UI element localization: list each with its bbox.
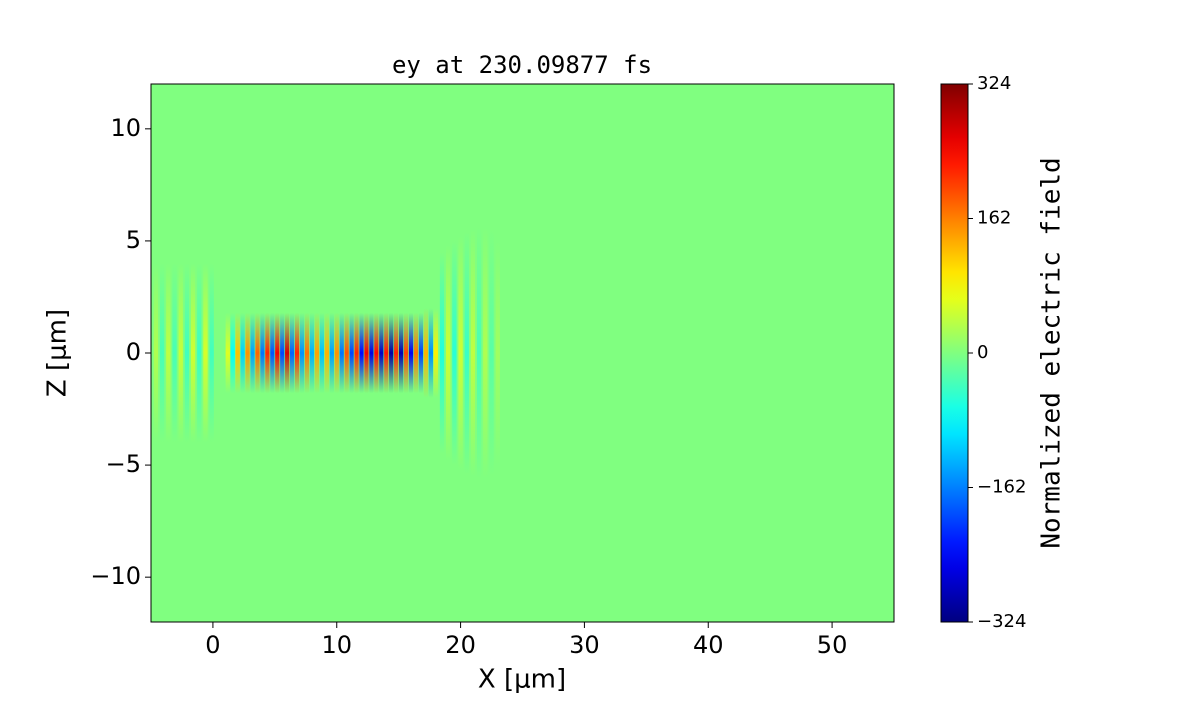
x-tick-label: 50 (817, 631, 848, 659)
y-tick-label: 10 (110, 114, 141, 142)
field-stripe (439, 252, 445, 454)
field-stripe (250, 312, 255, 394)
field-stripe (403, 312, 409, 394)
field-stripe (203, 263, 208, 443)
field-stripe (304, 312, 310, 394)
field-stripe (433, 308, 438, 398)
field-stripe (483, 227, 488, 479)
colorbar-tick-label: 162 (977, 208, 1011, 229)
field-stripe (384, 312, 389, 394)
field-stripe (178, 263, 183, 443)
field-stripe (359, 312, 364, 394)
field-stripe (379, 312, 384, 394)
field-stripe (329, 312, 334, 394)
field-stripe (369, 312, 374, 394)
field-stripe (153, 263, 159, 443)
field-stripe (209, 263, 214, 443)
field-stripe (280, 312, 285, 394)
colorbar-tick-label: −162 (977, 477, 1026, 498)
field-stripe (197, 263, 202, 443)
field-stripe (418, 312, 424, 394)
y-tick-label: −10 (90, 562, 141, 590)
field-stripe (275, 312, 280, 394)
field-stripe (476, 227, 482, 479)
field-stripe (470, 229, 476, 477)
field-stripe (495, 240, 500, 466)
colorbar-label: Normalized electric field (1037, 157, 1067, 548)
field-stripe (319, 312, 325, 394)
x-tick-label: 10 (321, 631, 352, 659)
colorbar-tick-label: 324 (977, 73, 1011, 94)
field (153, 227, 500, 479)
field-stripe (413, 312, 419, 394)
x-tick-label: 0 (205, 631, 220, 659)
field-stripe (270, 312, 275, 394)
field-stripe (489, 229, 494, 477)
colorbar (940, 83, 969, 623)
field-stripe (260, 312, 265, 394)
field-stripe (294, 312, 300, 394)
field-stripe (235, 312, 240, 394)
x-tick-label: 30 (569, 631, 600, 659)
field-stripe (374, 312, 379, 394)
field-stripe (349, 312, 354, 394)
x-tick-label: 20 (445, 631, 476, 659)
field-stripe (344, 312, 349, 394)
field-stripe (255, 312, 260, 394)
field-stripe (334, 312, 339, 394)
colorbar-tick-label: −324 (977, 611, 1026, 632)
field-stripe (452, 240, 457, 466)
colorbar-tick-label: 0 (977, 342, 988, 363)
field-stripe (290, 312, 295, 394)
field-stripe (225, 312, 230, 394)
y-tick-label: −5 (106, 450, 141, 478)
field-stripe (423, 308, 429, 398)
field-stripe (172, 263, 177, 443)
field-stripe (240, 312, 245, 394)
y-axis-label: Z [μm] (43, 309, 73, 397)
field-stripe (299, 312, 305, 394)
field-stripe (408, 312, 414, 394)
chart-title: ey at 230.09877 fs (392, 51, 652, 79)
field-stripe (324, 312, 330, 394)
field-stripe (190, 263, 196, 443)
field-stripe (159, 263, 165, 443)
field-stripe (428, 308, 434, 398)
field-stripe (314, 312, 320, 394)
field-stripe (184, 263, 190, 443)
field-stripe (230, 312, 235, 394)
field-stripe (245, 312, 250, 394)
y-tick-label: 5 (126, 226, 141, 254)
x-tick-label: 40 (693, 631, 724, 659)
field-stripe (446, 245, 451, 461)
field-stripe (394, 312, 399, 394)
field-stripe (458, 236, 463, 470)
field-stripe (265, 312, 270, 394)
field-stripe (398, 312, 404, 394)
field-stripe (364, 312, 369, 394)
field-stripe (389, 312, 394, 394)
y-tick-label: 0 (126, 338, 141, 366)
field-stripe (166, 263, 171, 443)
plot-background (151, 84, 894, 622)
field-stripe (285, 312, 290, 394)
x-axis-label: X [μm] (478, 665, 566, 695)
field-stripe (464, 231, 469, 475)
field-stripe (354, 312, 359, 394)
field-stripe (309, 312, 315, 394)
field-stripe (339, 312, 344, 394)
